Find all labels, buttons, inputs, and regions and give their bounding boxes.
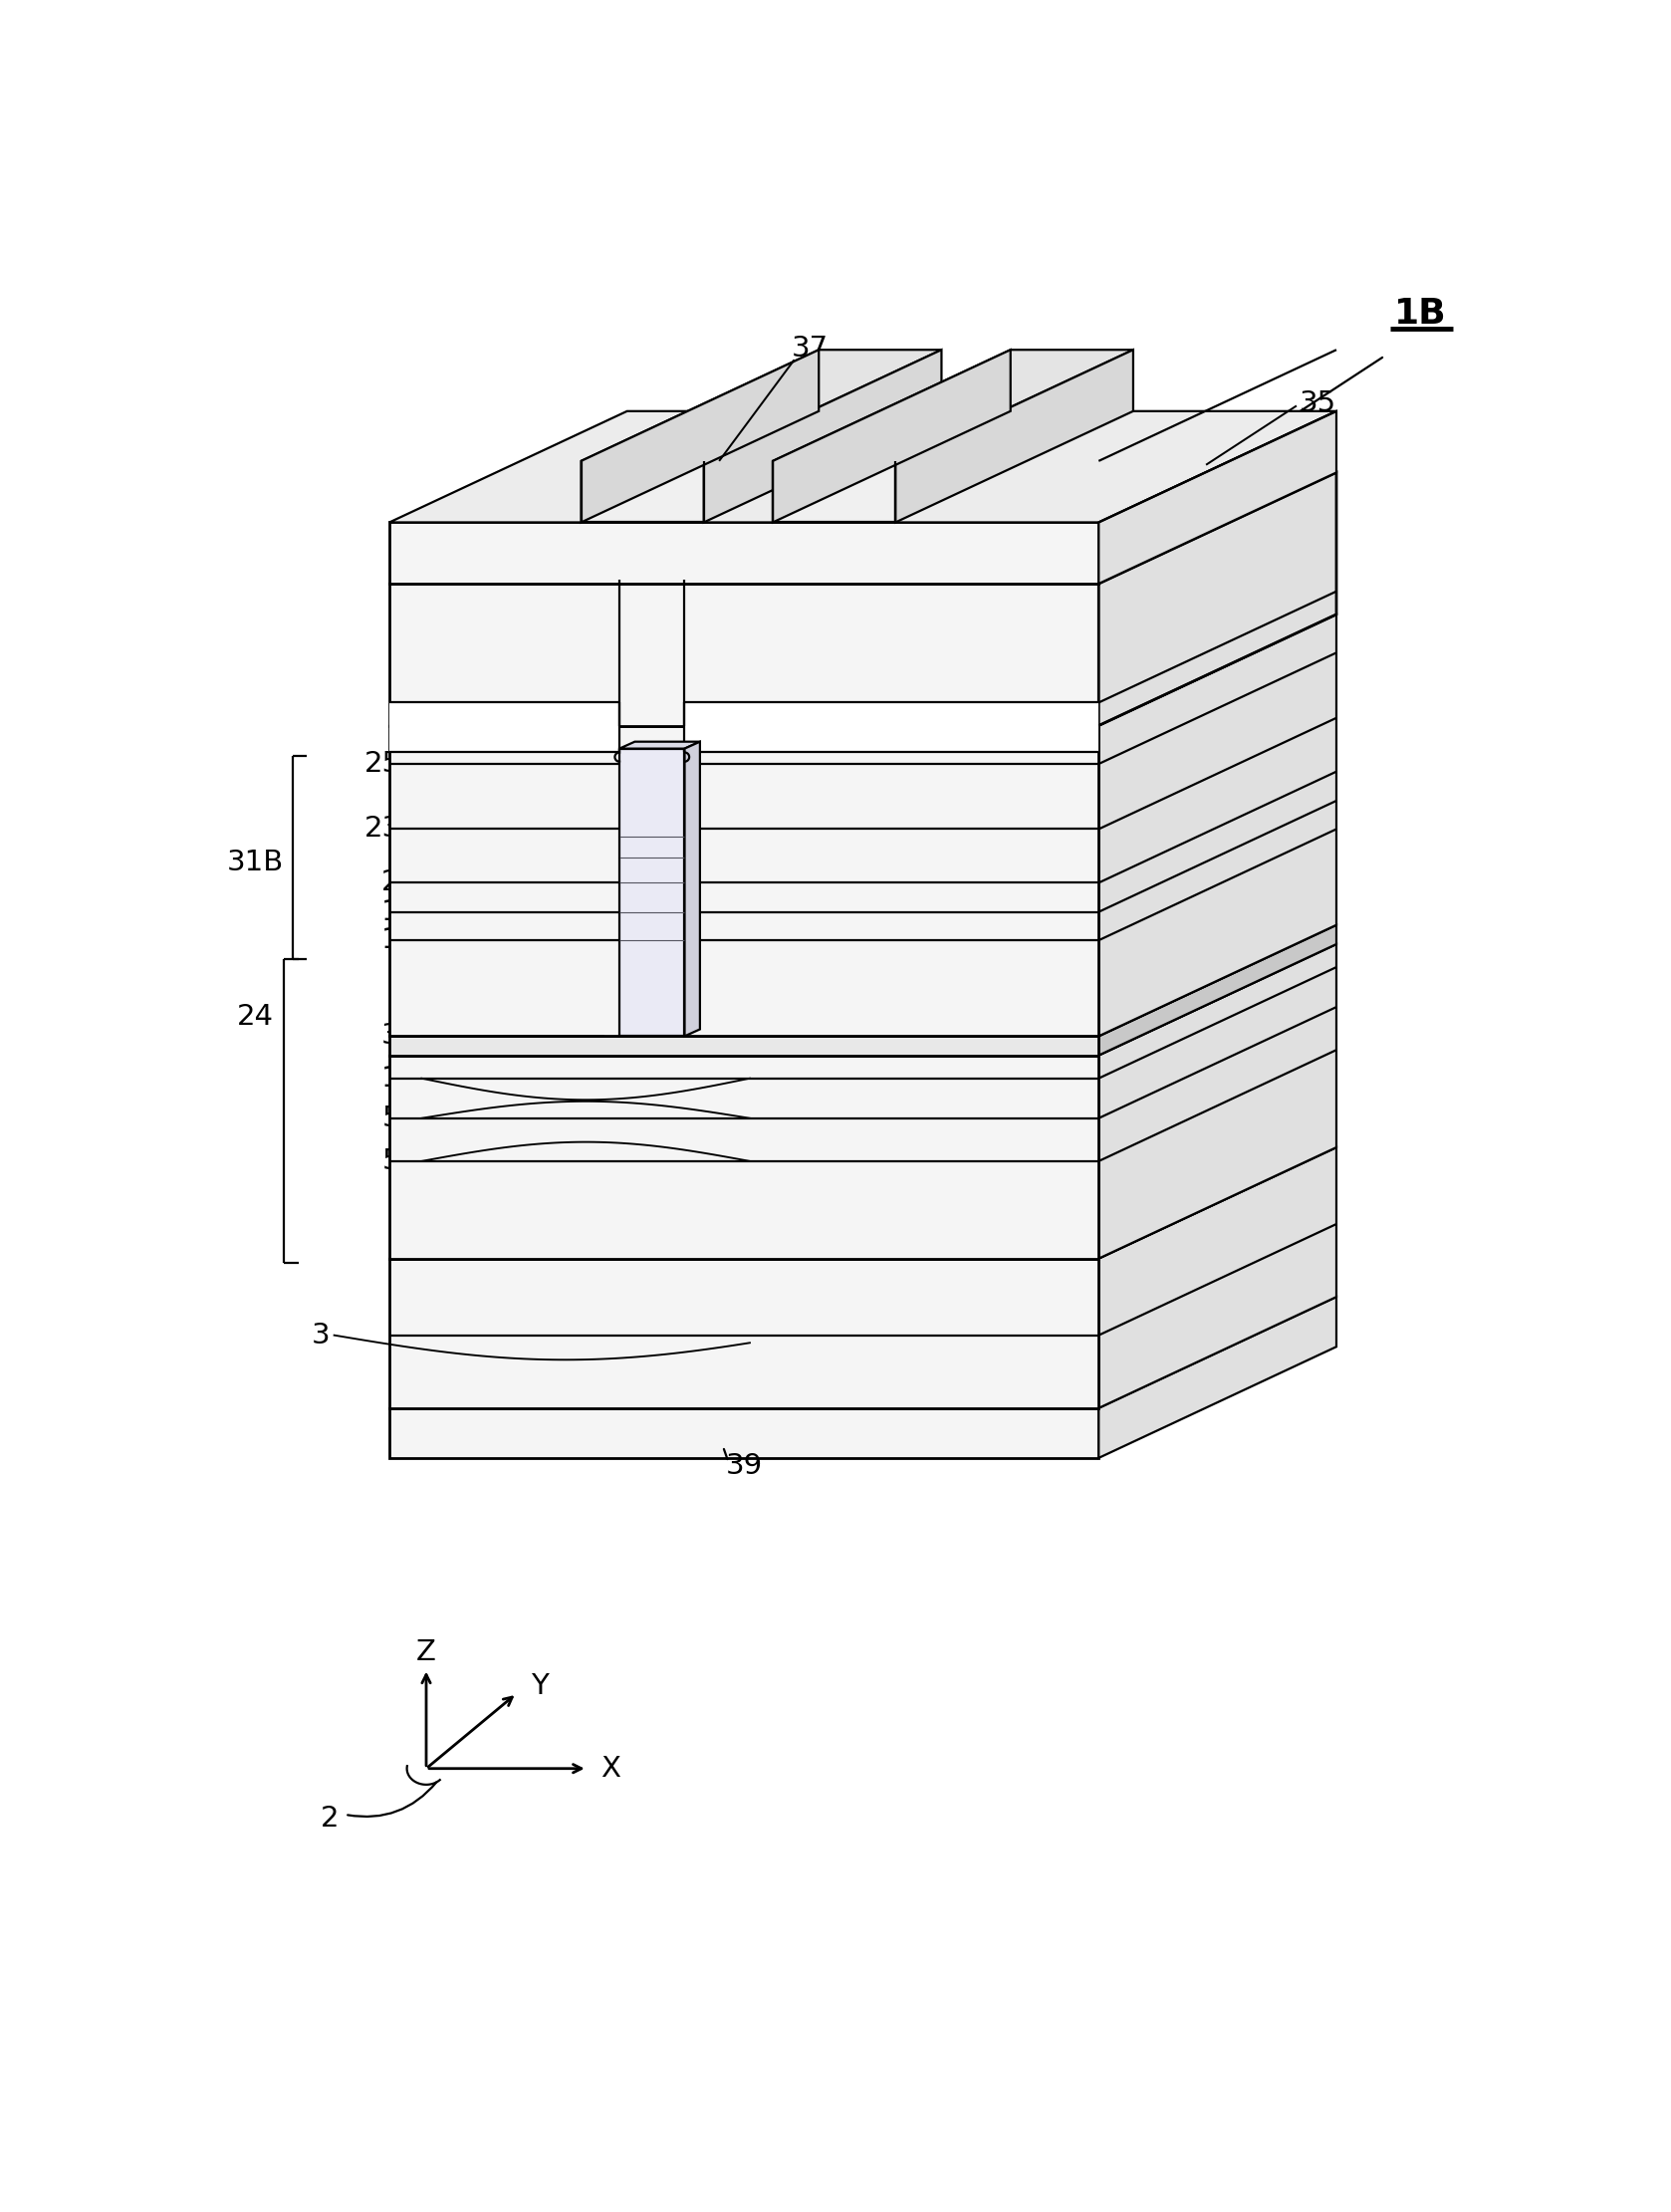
Text: 31B: 31B [227,847,284,876]
Text: 5P: 5P [383,1148,418,1175]
Text: 19: 19 [381,898,418,927]
Text: 2: 2 [321,1805,339,1832]
Polygon shape [389,411,1337,522]
Text: 17: 17 [381,927,418,953]
Polygon shape [582,460,703,522]
Polygon shape [389,615,1337,726]
Polygon shape [389,726,620,752]
Polygon shape [389,584,1100,726]
Text: 24: 24 [237,1002,274,1031]
Text: 21: 21 [381,869,418,896]
Polygon shape [582,349,819,522]
Text: 1B: 1B [1395,296,1447,330]
Polygon shape [896,349,1133,522]
Polygon shape [1100,615,1337,1035]
Text: X: X [602,1754,622,1783]
Polygon shape [703,349,941,522]
Polygon shape [389,1296,1337,1409]
Polygon shape [772,460,896,522]
Polygon shape [389,703,620,726]
Polygon shape [582,349,941,460]
Polygon shape [685,726,1100,752]
Polygon shape [389,1055,1100,1259]
Text: 15: 15 [381,1064,418,1093]
Text: 39: 39 [725,1451,764,1480]
Text: Z: Z [416,1639,436,1666]
Text: 33: 33 [381,1022,418,1051]
Text: 35: 35 [1300,389,1337,418]
Polygon shape [1100,411,1337,584]
Text: 25P: 25P [364,750,418,779]
Polygon shape [772,349,1011,522]
Text: Y: Y [530,1672,548,1699]
Text: 23P: 23P [364,816,418,843]
Polygon shape [1100,1148,1337,1409]
Polygon shape [389,1148,1337,1259]
Polygon shape [772,349,1133,460]
Polygon shape [620,748,685,1035]
Text: 5P: 5P [383,1104,418,1133]
Text: 35: 35 [421,524,458,551]
Polygon shape [389,1035,1100,1055]
Text: 3: 3 [311,1321,329,1349]
Polygon shape [620,741,700,748]
Polygon shape [389,1259,1100,1409]
Polygon shape [1100,925,1337,1055]
Polygon shape [389,925,1337,1035]
Polygon shape [389,522,1100,584]
Polygon shape [389,726,1100,1035]
Polygon shape [1100,945,1337,1259]
Polygon shape [389,1409,1100,1458]
Polygon shape [685,703,1100,726]
Polygon shape [389,945,1337,1055]
Polygon shape [1100,473,1337,726]
Polygon shape [685,741,700,1035]
Polygon shape [1100,1296,1337,1458]
Text: 37: 37 [790,334,829,363]
Polygon shape [389,473,1337,584]
